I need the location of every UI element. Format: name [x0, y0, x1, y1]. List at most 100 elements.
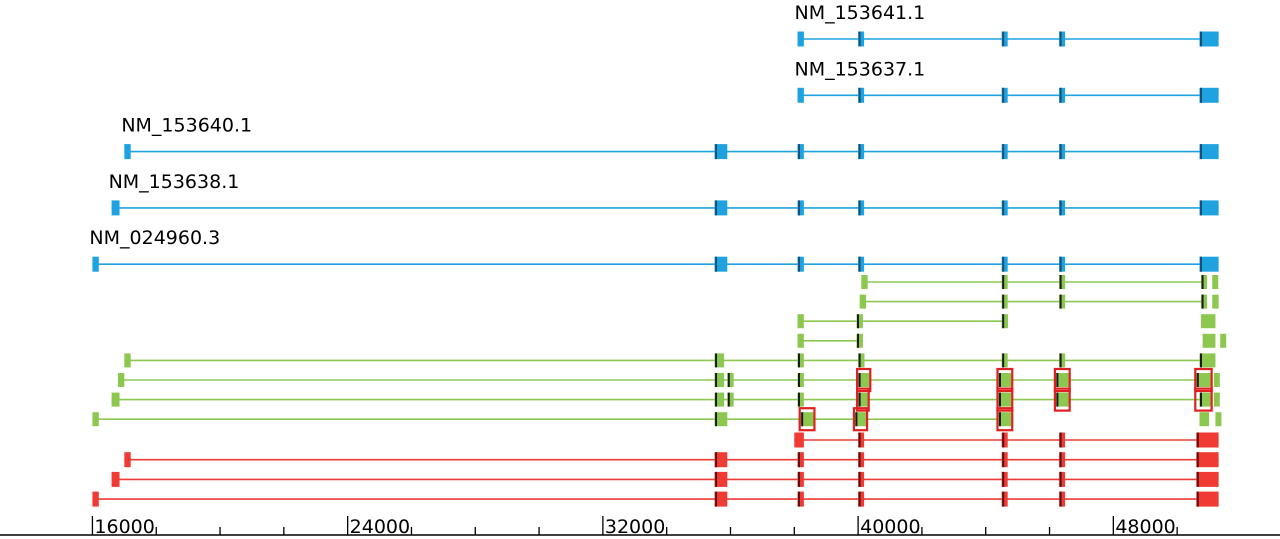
- exon-block: [1001, 275, 1008, 289]
- reference-transcript[interactable]: NM_153637.1: [794, 58, 1219, 103]
- coordinate-axis: 16000 24000 32000 40000 48000: [0, 516, 1280, 538]
- mismatch-highlight-box: [1194, 367, 1213, 393]
- predicted-transcript[interactable]: [111, 471, 1219, 487]
- transcript-label: NM_153637.1: [794, 58, 925, 80]
- evidence-alignment[interactable]: [124, 353, 1216, 368]
- exon-block: [1199, 31, 1219, 47]
- exon-block: [858, 452, 865, 468]
- exon-block: [797, 31, 804, 47]
- exon-block: [714, 200, 728, 216]
- exon-block: [998, 373, 1012, 387]
- exon-block: [858, 87, 865, 103]
- exon-block: [124, 144, 131, 160]
- exon-block: [1196, 471, 1219, 487]
- exon-block: [714, 491, 728, 507]
- exon-block: [1059, 294, 1066, 309]
- exon-block: [797, 353, 804, 368]
- evidence-alignment[interactable]: [859, 294, 1219, 309]
- exon-block: [1201, 275, 1208, 289]
- transcript-label: NM_153638.1: [109, 171, 240, 193]
- exon-block: [797, 87, 804, 103]
- exon-block: [727, 373, 734, 387]
- exon-block: [1059, 87, 1066, 103]
- mismatch-highlight-box: [996, 367, 1014, 393]
- exon-block: [1001, 31, 1008, 47]
- evidence-alignment[interactable]: [92, 412, 1222, 427]
- tick-label: 40000: [860, 516, 920, 538]
- mismatch-highlight-box: [996, 387, 1014, 412]
- exon-block: [856, 314, 863, 329]
- unaligned-exon-fragment: [1220, 333, 1227, 348]
- exon-block: [859, 294, 867, 309]
- exon-block: [1196, 432, 1219, 448]
- exon-block: [797, 471, 804, 487]
- exon-block: [1001, 314, 1009, 329]
- exon-block: [1059, 491, 1066, 507]
- predicted-transcript[interactable]: [124, 452, 1219, 468]
- exon-block: [858, 491, 865, 507]
- exon-block: [1001, 491, 1008, 507]
- exon-block: [111, 200, 120, 216]
- evidence-alignment[interactable]: [111, 392, 1220, 407]
- exon-block: [727, 392, 734, 407]
- exon-block: [124, 353, 131, 368]
- reference-transcript[interactable]: NM_153638.1: [109, 171, 1219, 216]
- exon-block: [861, 275, 868, 289]
- exon-block: [858, 256, 865, 272]
- tick-label: 16000: [94, 516, 154, 538]
- exon-block: [998, 412, 1012, 427]
- exon-block: [1059, 31, 1066, 47]
- exon-block: [714, 392, 725, 407]
- exon-block: [124, 452, 131, 468]
- evidence-alignment[interactable]: [861, 275, 1219, 289]
- exon-block: [800, 412, 814, 427]
- exon-block: [117, 373, 125, 387]
- exon-block: [714, 412, 728, 427]
- evidence-alignments-track: [92, 275, 1227, 432]
- exon-block: [1199, 256, 1219, 272]
- reference-transcript[interactable]: NM_153641.1: [794, 2, 1219, 47]
- exon-block: [1059, 432, 1066, 448]
- exon-block: [1199, 353, 1216, 368]
- exon-block: [92, 256, 99, 272]
- exon-block: [714, 452, 728, 468]
- exon-block: [1055, 373, 1069, 387]
- exon-block: [714, 144, 728, 160]
- evidence-alignment[interactable]: [117, 373, 1220, 387]
- exon-block: [858, 432, 865, 448]
- exon-block: [856, 333, 863, 348]
- unaligned-exon-fragment: [1202, 333, 1216, 348]
- exon-block: [1201, 294, 1208, 309]
- exon-block: [1196, 373, 1211, 387]
- reference-transcript[interactable]: NM_024960.3: [89, 227, 1219, 272]
- exon-block: [794, 432, 804, 448]
- unaligned-exon-fragment: [1213, 392, 1220, 407]
- exon-block: [858, 392, 868, 407]
- exon-block: [714, 471, 728, 487]
- exon-block: [797, 314, 804, 329]
- evidence-alignment[interactable]: [797, 314, 1216, 329]
- exon-block: [858, 144, 865, 160]
- tick-label: 48000: [1115, 516, 1175, 538]
- mismatch-highlight-box: [856, 367, 872, 393]
- unaligned-exon-fragment: [1212, 275, 1219, 289]
- exon-block: [797, 144, 804, 160]
- exon-block: [797, 256, 804, 272]
- exon-block: [998, 392, 1012, 407]
- exon-block: [92, 491, 99, 507]
- exon-block: [858, 353, 865, 368]
- evidence-alignment[interactable]: [797, 333, 1227, 348]
- exon-block: [858, 31, 865, 47]
- transcript-label: NM_024960.3: [89, 227, 220, 249]
- reference-transcripts-track: NM_153641.1 NM_153637.1 NM_153640.1 NM_1536…: [89, 2, 1219, 272]
- predicted-transcript[interactable]: [92, 491, 1219, 507]
- unaligned-exon-fragment: [1215, 412, 1222, 427]
- exon-block: [92, 412, 99, 427]
- predicted-transcript[interactable]: [794, 432, 1219, 448]
- reference-transcript[interactable]: NM_153640.1: [121, 115, 1219, 160]
- exon-block: [1001, 471, 1008, 487]
- exon-block: [1196, 491, 1219, 507]
- mismatch-highlight-box: [852, 407, 869, 432]
- transcript-label: NM_153640.1: [121, 115, 252, 137]
